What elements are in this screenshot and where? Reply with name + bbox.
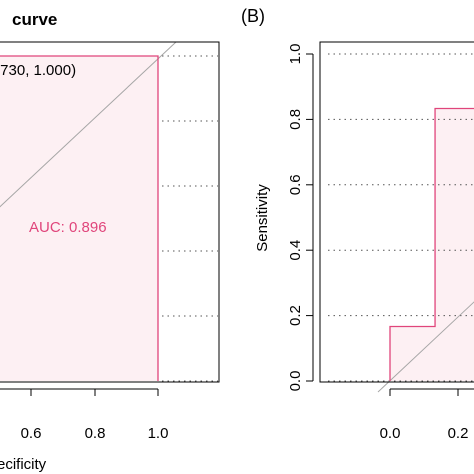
roc-a-x-label: ecificity: [0, 456, 47, 473]
roc-a-x-axis: 0.6 0.8 1.0: [0, 388, 169, 442]
roc-a-annotation: .730, 1.000): [0, 62, 76, 79]
roc-b-x-axis: 0.0 0.2: [380, 388, 474, 442]
roc-b-y-axis: 0.0 0.2 0.4 0.6 0.8 1.0: [287, 44, 314, 392]
roc-b-y-tick-label: 0.6: [287, 174, 304, 195]
roc-b-y-tick-label: 0.2: [287, 305, 304, 326]
roc-a-diagonal: [0, 41, 177, 208]
roc-a-grid: [162, 55, 218, 382]
roc-b-plot-box: [319, 41, 474, 383]
roc-b-x-tick-label: 0.2: [448, 425, 469, 442]
roc-b-y-tick-label: 0.0: [287, 371, 304, 392]
panel-a: 0.6 0.8 1.0 curve .730, 1.000) AUC: 0.896 …: [0, 10, 220, 473]
roc-a-auc-label: AUC: 0.896: [29, 219, 107, 236]
roc-b-curve: [389, 107, 474, 381]
roc-b-grid: [328, 53, 474, 382]
roc-b-y-tick-label: 1.0: [287, 44, 304, 65]
panel-b: (B) 0.0 0.2 0.4 0.6 0.8 1.0 0.0 0.2 Sensitivit…: [241, 6, 474, 442]
panel-b-label: (B): [241, 6, 265, 26]
roc-a-title: curve: [12, 10, 57, 29]
roc-b-y-tick-label: 0.4: [287, 240, 304, 261]
roc-b-x-tick-label: 0.0: [380, 425, 401, 442]
roc-a-x-tick-label: 1.0: [148, 425, 169, 442]
roc-a-x-tick-label: 0.8: [85, 425, 106, 442]
roc-b-auc-fill: [390, 108, 474, 381]
roc-a-curve: [0, 55, 159, 381]
roc-a-plot-box: [0, 41, 220, 383]
roc-b-y-tick-label: 0.8: [287, 109, 304, 130]
roc-a-auc-fill: [0, 56, 158, 381]
roc-a-x-tick-label: 0.6: [21, 425, 42, 442]
roc-b-y-label: Sensitivity: [254, 184, 271, 252]
roc-b-diagonal: [377, 301, 474, 393]
